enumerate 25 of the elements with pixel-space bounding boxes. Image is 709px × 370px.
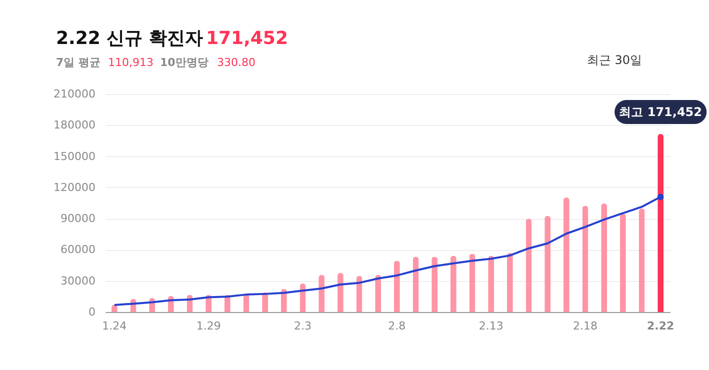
text: 171,452 xyxy=(206,28,288,49)
x-tick-label: 2.18 xyxy=(573,320,598,332)
x-tick-label: 2.3 xyxy=(294,320,312,332)
y-tick-label: 180000 xyxy=(54,118,96,132)
text: 7일 평균 xyxy=(56,56,100,69)
y-tick-label: 90000 xyxy=(60,212,96,226)
text: 10만명당 xyxy=(160,56,208,69)
text: 330.80 xyxy=(217,56,256,69)
y-tick-label: 150000 xyxy=(54,150,96,163)
y-tick-label: 0 xyxy=(88,306,96,318)
bar xyxy=(638,208,645,312)
y-tick-label: 60000 xyxy=(60,243,96,256)
y-tick-label: 30000 xyxy=(60,274,96,288)
x-tick-label: 2.8 xyxy=(388,320,406,332)
text: 110,913 xyxy=(108,56,154,69)
x-tick-label: 1.29 xyxy=(196,320,221,332)
y-tick-label: 120000 xyxy=(54,180,96,194)
annotation: 최고 171,452 xyxy=(619,105,702,120)
y-tick-label: 210000 xyxy=(54,88,96,100)
x-tick-label: 2.22 xyxy=(647,320,674,332)
chart-title: 2.22 신규 확진자 xyxy=(56,28,203,49)
x-tick-label: 1.24 xyxy=(102,320,127,332)
text: 최근 30일 xyxy=(586,53,642,67)
x-tick-label: 2.13 xyxy=(478,320,504,332)
bar xyxy=(620,214,626,312)
